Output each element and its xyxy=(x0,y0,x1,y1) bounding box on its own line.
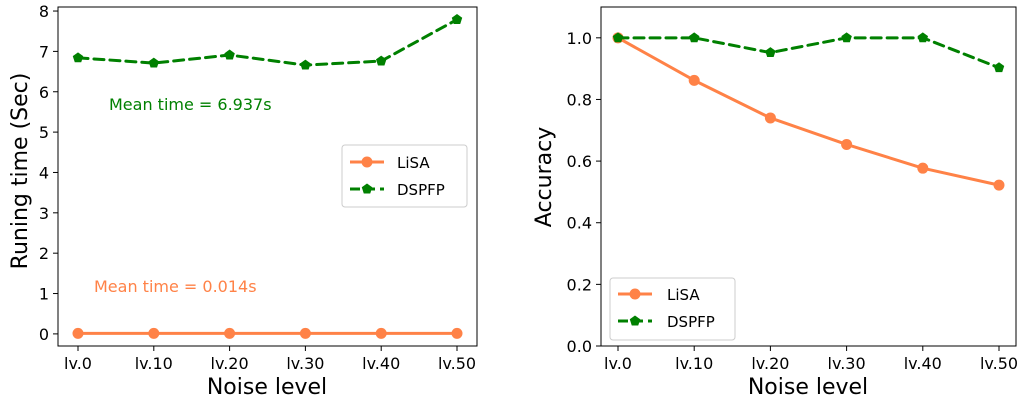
data-point-dspfp xyxy=(375,55,387,66)
y-tick-label: 0.4 xyxy=(567,214,592,233)
x-tick-label: lv.20 xyxy=(751,354,789,373)
legend-label-lisa: LiSA xyxy=(667,286,700,304)
legend-marker-dspfp xyxy=(361,183,373,194)
y-tick-label: 3 xyxy=(39,204,49,223)
y-tick-label: 0.0 xyxy=(567,337,592,356)
x-tick-label: lv.10 xyxy=(135,354,173,373)
data-point-lisa xyxy=(917,162,929,174)
data-point-dspfp xyxy=(72,52,84,63)
y-tick-label: 4 xyxy=(39,163,49,182)
accuracy-chart: 0.00.20.40.60.81.0 lv.0 lv.10 lv.20 lv.30 lv… xyxy=(532,6,1018,398)
legend-marker-lisa xyxy=(361,156,373,168)
y-ticks-group: 0.0 0.2 0.4 0.6 0.8 1.0 xyxy=(567,29,601,356)
data-point-dspfp xyxy=(148,57,160,68)
y-axis-label: Runing time (Sec) xyxy=(8,73,33,270)
annotation-mean-time-lisa: Mean time = 0.014s xyxy=(94,277,257,296)
y-tick-label: 5 xyxy=(39,123,49,142)
data-point-dspfp xyxy=(451,14,463,24)
y-ticks-group: 0 1 2 3 4 5 6 7 8 xyxy=(39,2,58,344)
data-point-dspfp xyxy=(612,32,624,43)
y-tick-label: 0.6 xyxy=(567,152,592,171)
x-tick-label: lv.40 xyxy=(362,354,400,373)
plot-frame xyxy=(600,6,1017,347)
legend-entry-lisa: LiSA xyxy=(350,154,430,172)
data-point-lisa xyxy=(764,112,776,124)
data-point-dspfp xyxy=(688,32,700,43)
legend-entry-dspfp: DSPFP xyxy=(350,181,445,199)
x-tick-label: lv.50 xyxy=(438,354,476,373)
data-point-lisa xyxy=(224,327,236,339)
y-tick-label: 0.8 xyxy=(567,90,592,109)
data-point-lisa xyxy=(148,327,160,339)
y-tick-label: 0 xyxy=(39,325,49,344)
x-axis-label: Noise level xyxy=(207,375,327,398)
y-tick-label: 7 xyxy=(39,42,49,61)
y-tick-label: 8 xyxy=(39,2,49,21)
annotation-mean-time-dspfp: Mean time = 6.937s xyxy=(109,95,272,114)
legend-entry-lisa: LiSA xyxy=(618,286,700,304)
x-tick-label: lv.50 xyxy=(980,354,1018,373)
data-point-lisa xyxy=(688,74,700,86)
data-point-lisa xyxy=(841,138,853,150)
x-ticks-group: lv.0 lv.10 lv.20 lv.30 lv.40 lv.50 xyxy=(604,346,1018,373)
data-point-lisa xyxy=(375,327,387,339)
y-tick-label: 1 xyxy=(39,285,49,304)
series-line-dspfp xyxy=(616,36,1001,70)
x-tick-label: lv.0 xyxy=(604,354,632,373)
x-ticks-group: lv.0 lv.10 lv.20 lv.30 lv.40 lv.50 xyxy=(64,346,476,373)
legend-label-dspfp: DSPFP xyxy=(667,313,715,331)
x-tick-label: lv.30 xyxy=(828,354,866,373)
y-tick-label: 1.0 xyxy=(567,29,592,48)
data-point-lisa xyxy=(72,327,84,339)
x-tick-label: lv.40 xyxy=(904,354,942,373)
y-axis-label: Accuracy xyxy=(532,127,557,227)
legend-marker-dspfp xyxy=(629,315,641,326)
data-point-dspfp xyxy=(993,62,1005,73)
data-point-dspfp xyxy=(765,47,776,58)
legend: LiSA DSPFP xyxy=(341,144,468,208)
data-point-dspfp xyxy=(224,49,235,60)
x-tick-label: lv.0 xyxy=(64,354,92,373)
series-group xyxy=(72,14,463,339)
y-tick-label: 6 xyxy=(39,83,49,102)
x-tick-label: lv.20 xyxy=(211,354,249,373)
legend-label-dspfp: DSPFP xyxy=(397,181,445,199)
legend-marker-lisa xyxy=(629,288,641,300)
series-line-dspfp xyxy=(76,18,459,67)
x-tick-label: lv.10 xyxy=(675,354,713,373)
series-line-lisa xyxy=(616,36,1001,187)
legend-entry-dspfp: DSPFP xyxy=(618,313,715,331)
data-point-dspfp xyxy=(917,32,929,43)
y-tick-label: 2 xyxy=(39,244,49,263)
x-axis-label: Noise level xyxy=(748,375,868,398)
plot-frame xyxy=(57,6,478,347)
legend: LiSA DSPFP xyxy=(609,277,736,341)
data-point-dspfp xyxy=(300,59,311,70)
data-point-lisa xyxy=(993,179,1005,191)
data-point-lisa xyxy=(299,327,311,339)
y-tick-label: 0.2 xyxy=(567,275,592,294)
series-group xyxy=(612,32,1005,191)
data-point-dspfp xyxy=(841,32,852,43)
x-tick-label: lv.30 xyxy=(286,354,324,373)
legend-label-lisa: LiSA xyxy=(397,154,430,172)
data-point-lisa xyxy=(451,327,463,339)
